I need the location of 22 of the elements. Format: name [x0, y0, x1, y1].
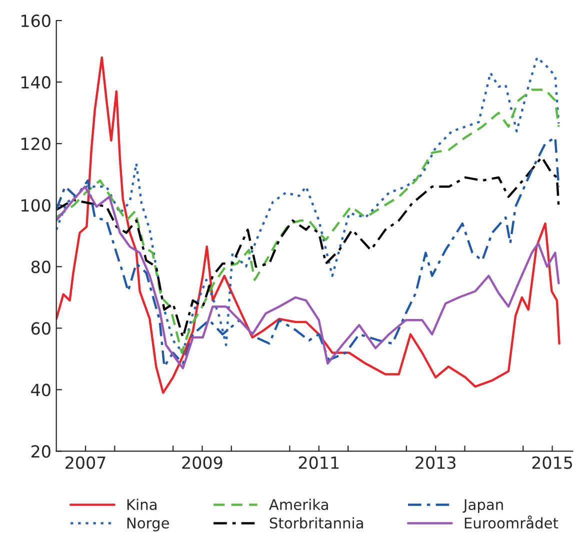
y-tick-label: 120	[22, 138, 50, 150]
y-tick-label: 140	[22, 76, 50, 89]
line-series	[56, 136, 560, 368]
y-tick-label: 160	[22, 14, 50, 28]
y-tick-label: 80	[31, 260, 50, 274]
line-series	[56, 186, 560, 370]
x-tick-label: 2011	[298, 456, 339, 469]
y-tick-label: 40	[31, 384, 50, 396]
y-tick-label: 60	[31, 322, 50, 335]
legend-label: Japan	[462, 499, 503, 513]
x-tick-label: 2007	[66, 456, 106, 469]
y-tick-label: 100	[22, 199, 50, 212]
x-tick-label: 2015	[532, 456, 572, 469]
y-tick-label: 20	[32, 445, 50, 458]
legend-label: Storbritannia	[270, 517, 363, 529]
legend-label: Amerika	[269, 498, 328, 510]
x-tick-label: 2013	[416, 456, 456, 469]
legend-label: Norge	[127, 518, 169, 532]
legend-label: Euroområdet	[464, 516, 558, 529]
legend-label: Kina	[127, 498, 156, 510]
line-series	[56, 156, 560, 338]
x-tick-label: 2009	[182, 456, 222, 469]
